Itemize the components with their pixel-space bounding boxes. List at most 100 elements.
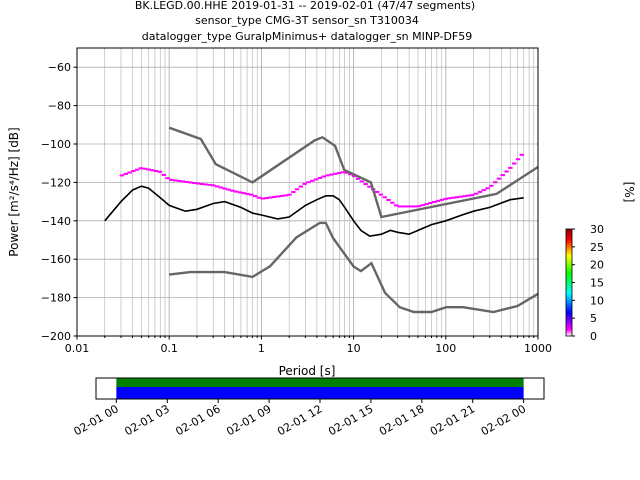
x-tick-label: 0.1 [160,342,178,355]
psd-outlier-cell [245,192,250,195]
title-line-2: sensor_type CMG-3T sensor_sn T310034 [195,14,419,27]
x-axis-label: Period [s] [279,364,336,378]
psd-outlier-cell [344,171,349,174]
colorbar-gradient [565,228,573,337]
psd-outlier-cell [454,196,460,199]
psd-outlier-cell [142,167,147,170]
psd-outlier-cell [412,205,418,208]
psd-outlier-cell [477,190,483,193]
plot-lines [104,126,538,314]
psd-outlier-cell [317,176,323,179]
x-axis: 0.01 0.1 1 10 100 1000 [65,336,552,355]
colorbar-tick-label: 15 [590,277,604,290]
psd-outlier-cell [409,205,414,208]
timeline-used-bar [116,378,524,387]
psd-outlier-cell [329,173,334,176]
psd-outlier-cell [207,183,212,186]
psd-outlier-cell [443,197,448,200]
psd-outlier-cell [275,195,281,198]
timeline-tick-label: 02-01 09 [224,402,273,438]
y-tick-label: −60 [48,61,71,74]
psd-outlier-cell [173,179,178,182]
y-tick-label: −120 [41,176,71,189]
psd-outlier-cell [424,203,429,206]
y-tick-label: −200 [41,330,71,343]
psd-outlier-cell [393,204,399,207]
psd-outlier-cell [302,182,307,185]
psd-outlier-cell [249,193,254,196]
psd-outlier-cell [199,182,205,185]
x-tick-label: 100 [435,342,456,355]
psd-outlier-cell [165,177,170,180]
timeline-tick-label: 02-02 00 [479,402,528,438]
psd-outlier-cell [157,170,163,173]
colorbar-tick-label: 20 [590,259,604,272]
timeline-tick-label: 02-01 15 [326,402,375,438]
psd-outlier-cell [439,198,445,201]
psd-outlier-cell [420,204,425,207]
plot-grid [76,48,538,337]
title-line-3: datalogger_type GuralpMinimus+ datalogge… [142,30,473,43]
x-tick-label: 1 [258,342,265,355]
psd-outlier-cell [432,200,437,203]
y-tick-label: −160 [41,253,71,266]
psd-outlier-cell [214,185,220,188]
plot-frame [76,47,539,337]
psd-outlier-cell [188,181,193,184]
psd-outlier-cell [241,192,246,195]
y-tick-label: −140 [41,215,71,228]
psd-outlier-cell [176,179,182,182]
psd-outlier-cell [489,184,494,187]
psd-outlier-cell [134,168,140,171]
psd-outlier-cell [260,197,266,200]
x-tick-label: 10 [347,342,361,355]
y-axis: −60 −80 −100 −120 −140 −160 −180 −200 [41,61,77,343]
psd-outlier-cell [458,195,464,198]
psd-outlier-cell [180,180,186,183]
psd-outlier-cell [336,172,342,175]
timeline-tick-label: 02-01 21 [428,402,477,438]
psd-outlier-cell [332,172,338,175]
y-axis-label: Power [m²/s⁴/Hz] [dB] [7,127,21,256]
psd-outlier-cell [153,170,159,173]
psd-outlier-cell [313,178,319,181]
timeline-tick-label: 02-01 03 [122,402,171,438]
psd-outlier-cell [146,168,151,171]
psd-outlier-cell [127,171,132,174]
timeline-tick-label: 02-01 12 [275,402,324,438]
psd-outlier-cell [428,202,433,205]
psd-outlier-cell [237,191,243,194]
psd-outlier-cell [226,188,231,191]
psd-outlier-cell [195,182,201,185]
timeline-tick-label: 02-01 00 [72,402,121,438]
y-tick-label: −180 [41,292,71,305]
psd-outlier-cell [218,186,224,189]
psd-outlier-cell [367,185,372,188]
x-tick-label: 0.01 [65,342,90,355]
title-block: BK.LEGD.00.HHE 2019-01-31 -- 2019-02-01 … [135,0,475,43]
psd-outlier-cell [378,193,384,196]
colorbar-tick-label: 5 [590,312,597,325]
psd-outlier-cell [405,205,410,208]
psd-outlier-cell [298,185,304,188]
colorbar-label: [%] [622,182,636,203]
colorbar-tick-label: 10 [590,294,604,307]
timeline-tick-label: 02-01 06 [173,402,222,438]
psd-outlier-cell [496,177,502,180]
psd-outlier-cell [382,196,387,199]
psd-outlier-cell [169,178,174,181]
psd-outlier-cell [340,171,346,174]
title-line-1: BK.LEGD.00.HHE 2019-01-31 -- 2019-02-01 … [135,0,475,12]
psd-outlier-cell [511,162,517,165]
colorbar-tick-label: 0 [590,330,597,343]
psd-outlier-cell [264,197,269,200]
timeline-tick-label: 02-01 18 [377,402,426,438]
psd-outlier-cell [123,172,128,175]
psd-outlier-cell [470,194,475,197]
psd-outlier-cell [233,190,239,193]
psd-outlier-cell [462,195,467,198]
nhnm-line [168,126,538,219]
y-tick-label: −80 [48,100,71,113]
psd-outlier-cell [131,170,136,173]
